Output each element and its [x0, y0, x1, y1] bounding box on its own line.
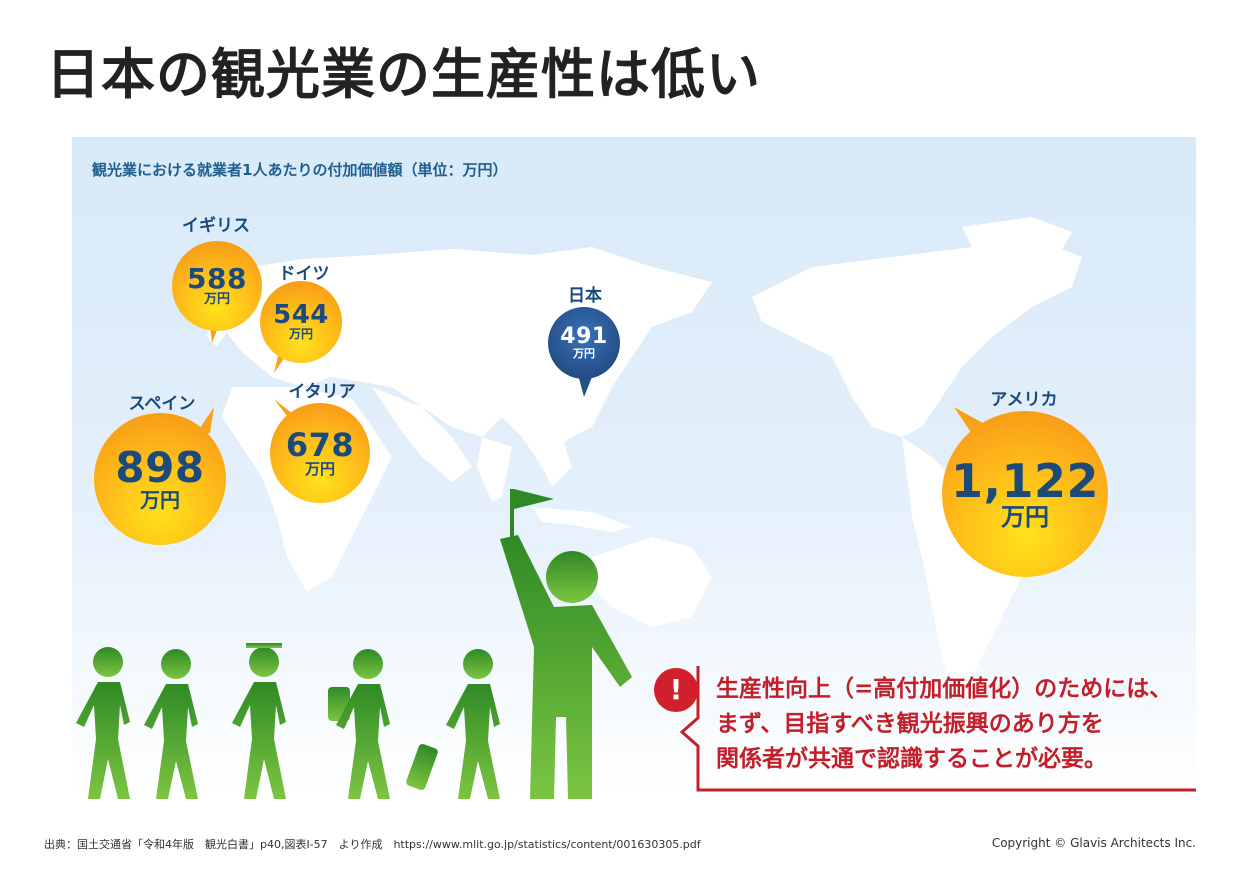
callout-line-3: 関係者が共通で認識することが必要。 [716, 746, 1107, 772]
bubble-us: 1,122 万円 [942, 411, 1108, 577]
value-es: 898 [115, 443, 205, 492]
callout-line-2: まず、目指すべき観光振興のあり方を [716, 711, 1104, 737]
country-label-jp: 日本 [568, 286, 602, 306]
country-label-us: アメリカ [990, 390, 1058, 410]
value-us: 1,122 [950, 453, 1099, 508]
value-uk: 588 [187, 261, 247, 295]
tourist-group [76, 489, 632, 799]
chart-subtitle: 観光業における就業者1人あたりの付加価値額（単位：万円） [92, 161, 508, 179]
callout-line-1: 生産性向上（=高付加価値化）のためには、 [716, 676, 1173, 702]
bubble-jp: 491 万円 [548, 307, 620, 379]
unit-us: 万円 [1001, 502, 1049, 531]
alert-icon: ! [654, 668, 698, 712]
country-label-es: スペイン [128, 394, 196, 414]
unit-it: 万円 [304, 459, 335, 478]
country-label-de: ドイツ [278, 264, 330, 284]
copyright: Copyright © Glavis Architects Inc. [991, 836, 1196, 850]
walker-4 [328, 649, 390, 799]
bubble-es: 898 万円 [94, 413, 226, 545]
unit-jp: 万円 [573, 346, 595, 360]
page-title: 日本の観光業の生産性は低い [46, 43, 761, 106]
country-label-uk: イギリス [182, 216, 250, 236]
callout-box [679, 666, 1196, 792]
value-it: 678 [285, 425, 355, 464]
map-panel: 観光業における就業者1人あたりの付加価値額（単位：万円） [72, 137, 1196, 799]
callout-message: 生産性向上（=高付加価値化）のためには、 まず、目指すべき観光振興のあり方を 関… [716, 672, 1172, 777]
bubble-uk: 588 万円 [172, 241, 262, 331]
bubble-it: 678 万円 [270, 403, 370, 503]
unit-uk: 万円 [203, 291, 230, 307]
value-jp: 491 [560, 323, 608, 349]
walker-5 [406, 649, 500, 799]
walker-1 [76, 647, 130, 799]
country-label-it: イタリア [288, 382, 356, 402]
walker-3 [232, 643, 286, 799]
source-note: 出典：国土交通省「令和4年版 観光白書」p40,図表Ⅰ-57 より作成 http… [44, 838, 701, 851]
walker-2 [144, 649, 198, 799]
unit-de: 万円 [288, 327, 313, 342]
unit-es: 万円 [140, 488, 180, 512]
guide-figure [500, 489, 632, 799]
bubble-de: 544 万円 [260, 281, 342, 363]
value-de: 544 [273, 300, 329, 331]
